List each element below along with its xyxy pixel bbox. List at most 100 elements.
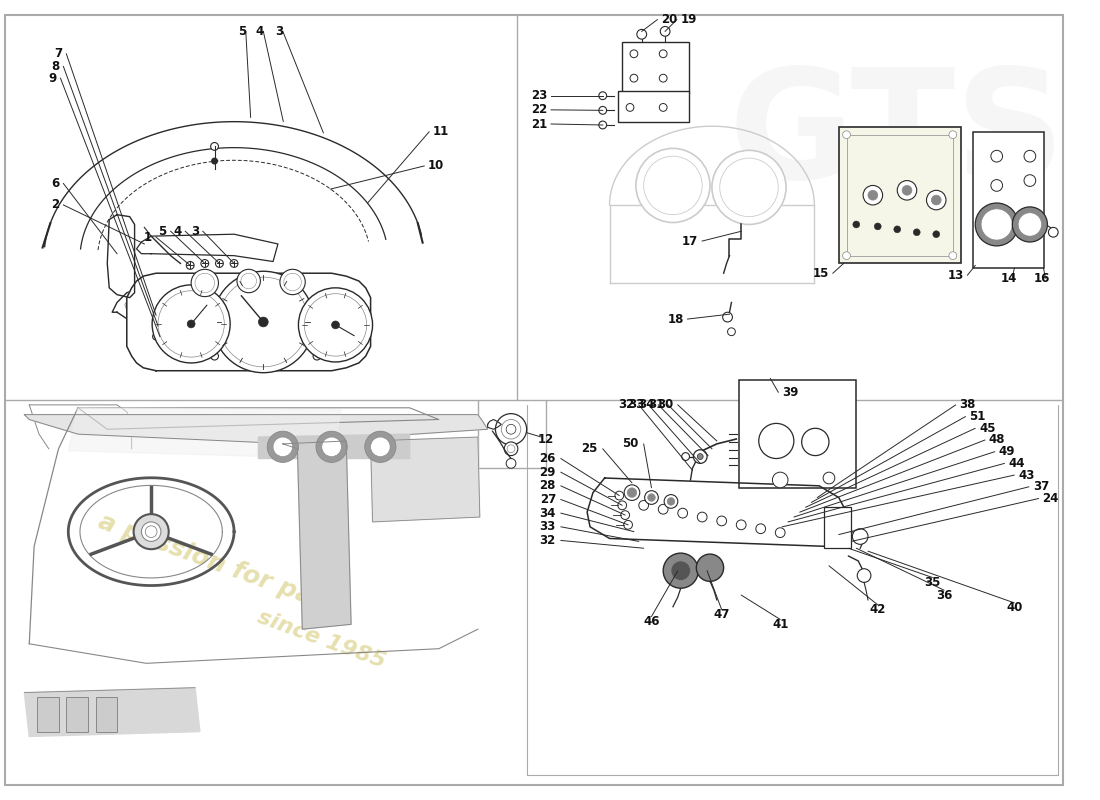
Circle shape <box>976 203 1019 246</box>
Text: 34: 34 <box>539 506 556 520</box>
Circle shape <box>1019 213 1042 236</box>
Text: 39: 39 <box>782 386 799 398</box>
Text: 28: 28 <box>539 479 556 492</box>
Circle shape <box>506 424 516 434</box>
Circle shape <box>823 472 835 484</box>
Circle shape <box>719 158 779 217</box>
Circle shape <box>717 516 727 526</box>
Circle shape <box>624 485 640 501</box>
Circle shape <box>636 148 710 222</box>
Circle shape <box>630 50 638 58</box>
Text: 7: 7 <box>54 47 63 60</box>
Text: 13: 13 <box>947 269 964 282</box>
Text: 16: 16 <box>1033 271 1049 285</box>
Circle shape <box>697 512 707 522</box>
Circle shape <box>626 103 634 111</box>
Text: 26: 26 <box>539 452 556 465</box>
Text: 42: 42 <box>869 603 886 616</box>
Circle shape <box>153 333 159 340</box>
Text: 2: 2 <box>52 198 59 211</box>
Circle shape <box>648 494 656 502</box>
Circle shape <box>852 221 860 228</box>
Circle shape <box>1024 150 1036 162</box>
Circle shape <box>932 195 942 205</box>
Circle shape <box>712 150 786 225</box>
Circle shape <box>933 230 939 238</box>
Circle shape <box>802 428 829 455</box>
Text: 27: 27 <box>540 493 556 506</box>
Circle shape <box>659 103 667 111</box>
Circle shape <box>258 317 268 327</box>
Polygon shape <box>258 434 409 458</box>
Circle shape <box>133 514 168 550</box>
Circle shape <box>727 328 735 336</box>
Circle shape <box>772 472 788 488</box>
Text: 44: 44 <box>1009 457 1025 470</box>
Circle shape <box>759 423 794 458</box>
Text: 46: 46 <box>644 615 660 628</box>
Text: 12: 12 <box>538 433 554 446</box>
Text: 14: 14 <box>1000 271 1016 285</box>
Circle shape <box>502 419 520 439</box>
Circle shape <box>843 252 850 259</box>
Circle shape <box>756 524 766 534</box>
Polygon shape <box>45 122 421 249</box>
Text: 34: 34 <box>638 398 654 411</box>
Circle shape <box>898 181 916 200</box>
Circle shape <box>776 528 785 538</box>
Text: 3: 3 <box>190 225 199 238</box>
Circle shape <box>627 488 637 498</box>
Text: 18: 18 <box>668 313 684 326</box>
Text: 20: 20 <box>661 13 678 26</box>
Text: 4: 4 <box>173 225 182 238</box>
Circle shape <box>507 445 515 453</box>
Text: GTS: GTS <box>728 62 1066 211</box>
Circle shape <box>212 271 314 373</box>
Circle shape <box>902 186 912 195</box>
Bar <box>623 42 689 93</box>
Text: 19: 19 <box>681 13 697 26</box>
Circle shape <box>506 458 516 468</box>
Text: 48: 48 <box>989 434 1005 446</box>
Circle shape <box>216 259 223 267</box>
Circle shape <box>191 270 219 297</box>
Polygon shape <box>112 283 346 342</box>
Circle shape <box>664 494 678 508</box>
Text: 5: 5 <box>158 225 167 238</box>
Circle shape <box>267 431 298 462</box>
Circle shape <box>298 288 373 362</box>
Text: 30: 30 <box>658 398 674 411</box>
Text: 22: 22 <box>531 103 547 116</box>
Circle shape <box>618 501 627 510</box>
Circle shape <box>894 226 901 233</box>
Text: 32: 32 <box>618 398 635 411</box>
Circle shape <box>620 510 629 519</box>
Polygon shape <box>587 478 847 546</box>
Circle shape <box>284 352 292 360</box>
Circle shape <box>598 92 606 100</box>
Polygon shape <box>126 274 371 370</box>
Circle shape <box>678 508 688 518</box>
Circle shape <box>658 504 668 514</box>
Text: 17: 17 <box>682 234 698 247</box>
Text: 45: 45 <box>979 422 996 434</box>
Bar <box>66 698 88 731</box>
Circle shape <box>186 262 194 270</box>
Circle shape <box>211 352 219 360</box>
Bar <box>838 127 960 263</box>
Bar <box>37 698 58 731</box>
Circle shape <box>913 229 921 236</box>
Bar <box>96 698 117 731</box>
Circle shape <box>736 520 746 530</box>
Circle shape <box>981 209 1012 240</box>
Circle shape <box>852 529 868 544</box>
Circle shape <box>142 522 161 542</box>
Text: 49: 49 <box>999 445 1015 458</box>
Text: 33: 33 <box>628 398 645 411</box>
Text: 36: 36 <box>936 589 953 602</box>
Circle shape <box>322 437 341 457</box>
Circle shape <box>697 454 703 459</box>
Text: 38: 38 <box>959 398 976 411</box>
Circle shape <box>186 352 194 360</box>
Circle shape <box>991 179 1002 191</box>
